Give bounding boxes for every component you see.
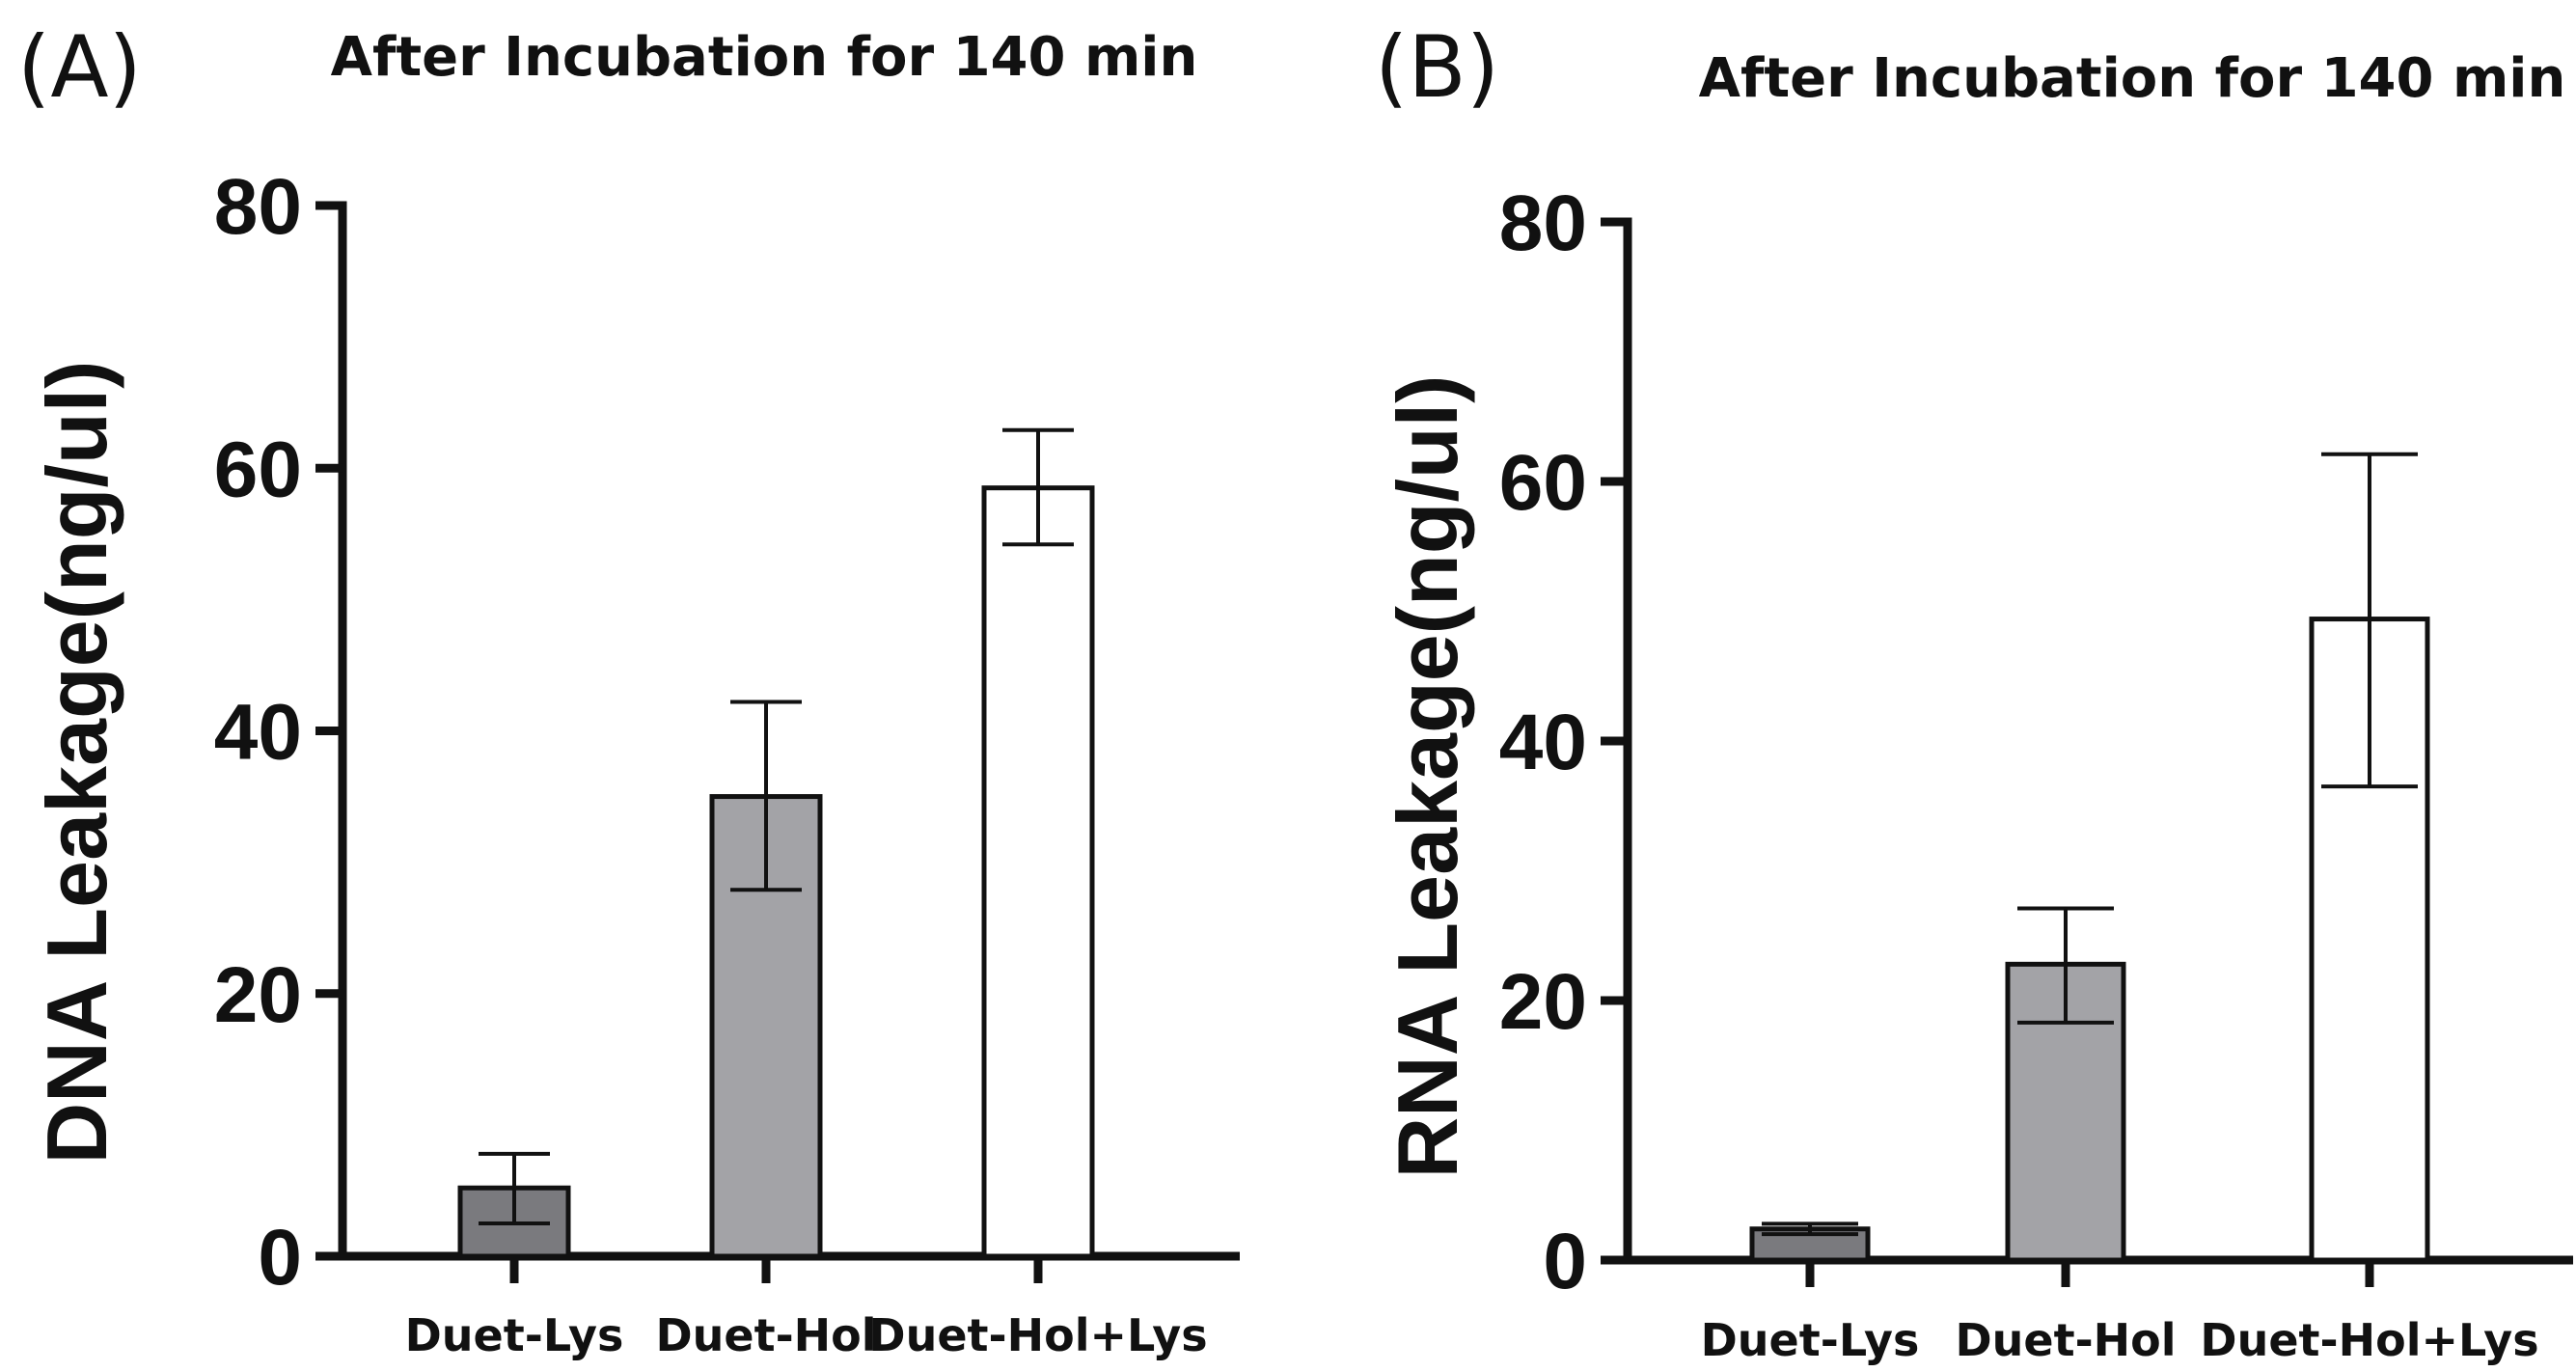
panel-a: (A) After Incubation for 140 min DNA Lea… (17, 17, 1240, 1361)
panel-b-y-tick-label-20: 20 (1499, 958, 1587, 1046)
panel-b-y-axis-label: RNA Leakage(ng/ul) (1380, 375, 1475, 1179)
panel-b-y-tick-label-0: 0 (1543, 1218, 1587, 1305)
panel-a-category-label-2: Duet-Hol+Lys (868, 1309, 1207, 1361)
panel-a-y-tick-label-40: 40 (214, 689, 302, 777)
panel-a-bar-2 (981, 485, 1095, 1259)
panel-a-title: After Incubation for 140 min (331, 26, 1198, 89)
panel-a-category-label-1: Duet-Hol (655, 1309, 876, 1361)
panel-a-y-tick-label-80: 80 (214, 163, 302, 251)
panel-b-y-tick-label-60: 60 (1499, 439, 1587, 527)
panel-a-y-tick-label-20: 20 (214, 951, 302, 1039)
panel-b: (B) After Incubation for 140 min RNA Lea… (1375, 17, 2573, 1366)
panel-a-y-tick-label-60: 60 (214, 425, 302, 513)
panel-a-y-axis-label: DNA Leakage(ng/ul) (29, 361, 124, 1165)
panel-a-y-tick-label-0: 0 (258, 1214, 302, 1302)
panel-b-plot-area: 0 20 40 60 80 Duet-Lys Duet-Hol Duet-Hol+Lys (1499, 179, 2573, 1366)
panel-a-category-label-0: Duet-Lys (405, 1309, 624, 1361)
panel-b-title: After Incubation for 140 min (1699, 47, 2566, 110)
panel-b-y-tick-label-80: 80 (1499, 179, 1587, 267)
panel-b-category-label-2: Duet-Hol+Lys (2200, 1314, 2538, 1366)
panel-b-category-label-0: Duet-Lys (1701, 1314, 1920, 1366)
panel-b-label: (B) (1375, 17, 1499, 117)
panel-b-category-label-1: Duet-Hol (1955, 1314, 2176, 1366)
panel-a-label: (A) (17, 17, 142, 117)
panel-b-y-tick-label-40: 40 (1499, 699, 1587, 786)
